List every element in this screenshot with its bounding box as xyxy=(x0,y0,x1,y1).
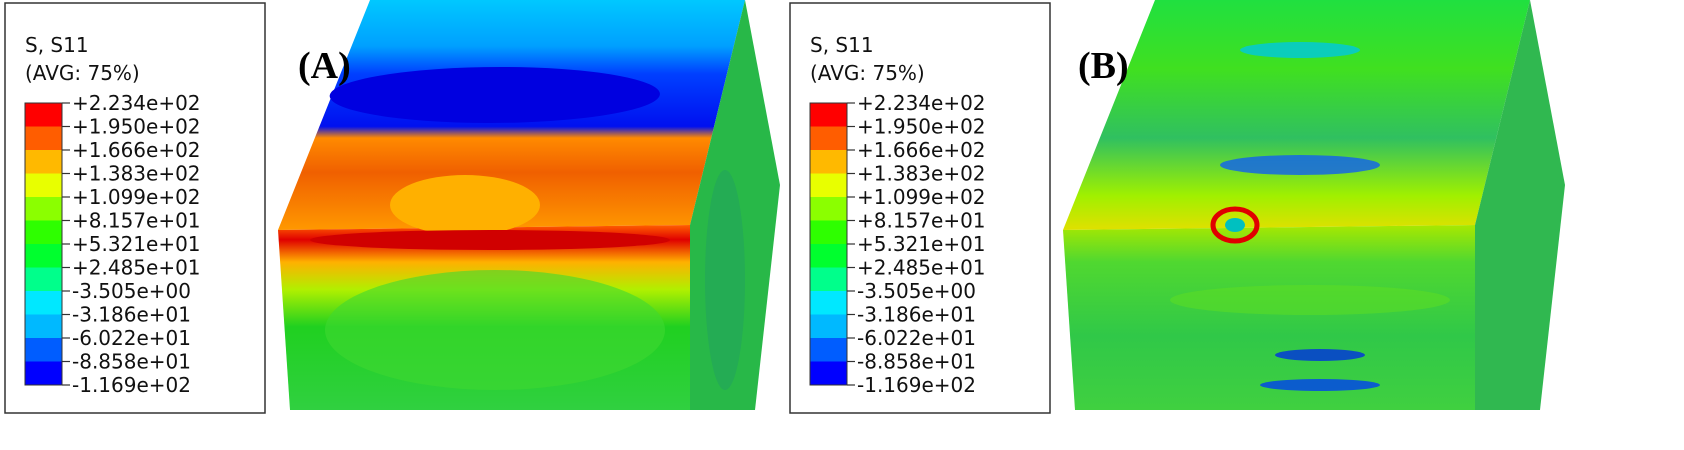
contour xyxy=(390,175,540,235)
legend-level: +2.485e+01 xyxy=(857,256,986,280)
legend-band xyxy=(810,103,847,127)
legend-level: -3.186e+01 xyxy=(857,303,976,327)
cube xyxy=(1063,0,1565,410)
legend-level: +2.485e+01 xyxy=(72,256,201,280)
legend-level: -1.169e+02 xyxy=(857,373,976,397)
legend-band xyxy=(810,197,847,221)
legend-band xyxy=(25,150,62,174)
legend-level: +1.383e+02 xyxy=(857,162,986,186)
contour xyxy=(705,170,745,390)
legend-band xyxy=(25,267,62,291)
legend-band xyxy=(25,103,62,127)
legend-title: (AVG: 75%) xyxy=(25,61,140,85)
legend-band xyxy=(25,244,62,268)
legend-band xyxy=(25,361,62,385)
contour xyxy=(1225,218,1245,232)
legend-level: +1.099e+02 xyxy=(857,185,986,209)
contour xyxy=(310,230,670,250)
contour xyxy=(329,67,660,123)
legend-level: +8.157e+01 xyxy=(857,209,986,233)
legend-level: +5.321e+01 xyxy=(857,232,986,256)
legend-band xyxy=(810,220,847,244)
legend-band xyxy=(810,126,847,150)
legend-level: +1.666e+02 xyxy=(72,138,201,162)
contour xyxy=(1260,379,1380,391)
legend-band xyxy=(810,244,847,268)
legend-level: +2.234e+02 xyxy=(857,91,986,115)
legend-level: +1.950e+02 xyxy=(72,115,201,139)
panel-label: (A) xyxy=(298,45,351,87)
legend-level: +8.157e+01 xyxy=(72,209,201,233)
cube-side xyxy=(1475,0,1565,410)
legend-band xyxy=(25,220,62,244)
legend-level: -8.858e+01 xyxy=(857,350,976,374)
legend-level: -3.505e+00 xyxy=(857,279,976,303)
legend-band xyxy=(810,338,847,362)
legend-level: -6.022e+01 xyxy=(857,326,976,350)
legend-level: -8.858e+01 xyxy=(72,350,191,374)
legend-level: +2.234e+02 xyxy=(72,91,201,115)
legend-level: -3.505e+00 xyxy=(72,279,191,303)
legend-level: +1.099e+02 xyxy=(72,185,201,209)
legend-level: -3.186e+01 xyxy=(72,303,191,327)
legend-band xyxy=(810,267,847,291)
contour xyxy=(1240,42,1360,58)
contour xyxy=(1275,349,1365,361)
legend-band xyxy=(25,314,62,338)
contour xyxy=(1170,285,1450,315)
legend-level: -1.169e+02 xyxy=(72,373,191,397)
legend-level: +1.950e+02 xyxy=(857,115,986,139)
legend-band xyxy=(810,291,847,315)
legend-band xyxy=(810,314,847,338)
legend-title: S, S11 xyxy=(25,33,89,57)
legend-band xyxy=(25,291,62,315)
legend-level: +1.383e+02 xyxy=(72,162,201,186)
legend-band xyxy=(25,338,62,362)
legend-band xyxy=(810,150,847,174)
contour xyxy=(325,270,665,390)
cube-top xyxy=(1063,0,1530,230)
legend-band xyxy=(25,173,62,197)
legend-band xyxy=(810,361,847,385)
contour xyxy=(1210,206,1260,244)
legend-band xyxy=(25,126,62,150)
legend-level: -6.022e+01 xyxy=(72,326,191,350)
panel-label: (B) xyxy=(1078,45,1129,87)
legend-level: +1.666e+02 xyxy=(857,138,986,162)
cube xyxy=(278,0,780,410)
cube-front xyxy=(1063,225,1475,410)
legend-title: S, S11 xyxy=(810,33,874,57)
legend-band xyxy=(810,173,847,197)
legend-level: +5.321e+01 xyxy=(72,232,201,256)
contour xyxy=(1220,155,1380,175)
legend-band xyxy=(25,197,62,221)
legend-title: (AVG: 75%) xyxy=(810,61,925,85)
